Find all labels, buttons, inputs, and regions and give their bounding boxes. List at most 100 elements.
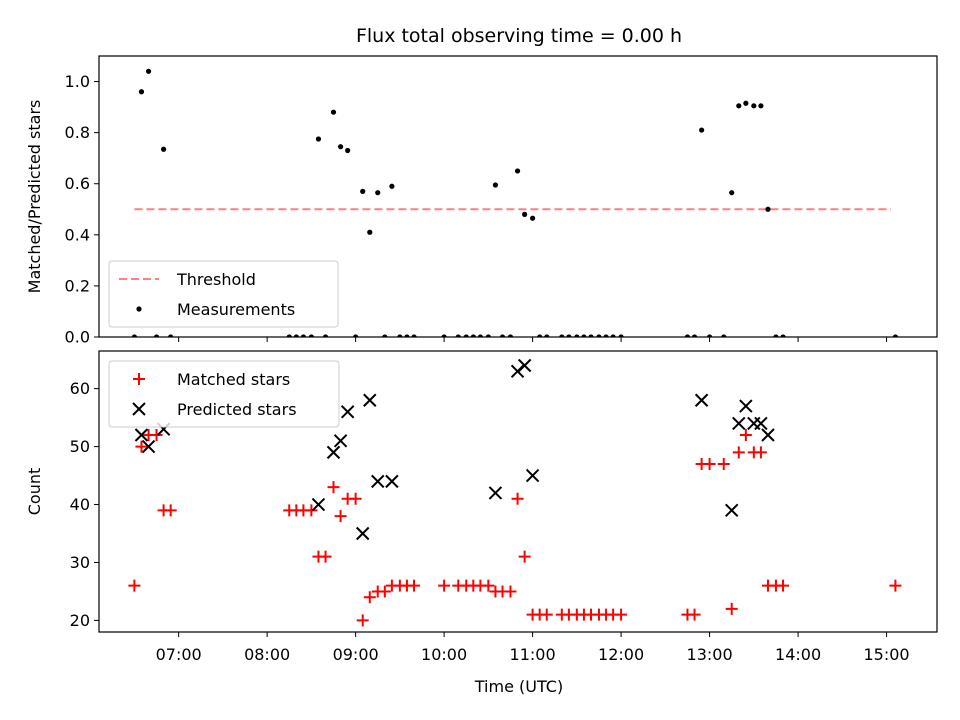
measurement-point xyxy=(751,103,757,109)
measurement-point xyxy=(773,334,779,337)
predicted-star-point xyxy=(525,468,540,483)
matched-star-point xyxy=(688,608,701,621)
measurement-point xyxy=(404,334,410,337)
y-tick-label: 40 xyxy=(70,495,90,514)
measurement-point xyxy=(160,146,167,152)
matched-star-point xyxy=(164,504,177,517)
matched-star-point xyxy=(703,457,716,470)
matched-star-point xyxy=(482,579,495,592)
measurement-point xyxy=(566,334,572,337)
matched-star-point xyxy=(739,429,752,442)
predicted-star-point xyxy=(326,445,341,460)
measurement-point xyxy=(367,229,373,235)
predicted-star-point xyxy=(739,399,753,413)
measurement-point xyxy=(138,89,145,95)
y-tick-label: 1.0 xyxy=(65,72,90,91)
measurement-point xyxy=(699,127,705,133)
matched-star-point xyxy=(334,510,347,523)
plot-area xyxy=(128,358,902,627)
measurement-point xyxy=(522,211,528,217)
predicted-star-point xyxy=(754,416,768,431)
measurement-point xyxy=(514,168,521,174)
x-tick-label: 08:00 xyxy=(244,645,290,664)
matched-star-point xyxy=(305,504,318,517)
measurement-point xyxy=(145,68,152,74)
matched-star-point xyxy=(327,481,340,494)
measurement-point xyxy=(537,334,543,337)
matched-star-point xyxy=(732,446,745,459)
measurement-point xyxy=(743,100,749,106)
legend-marker-swatch xyxy=(133,373,145,385)
axes-frame xyxy=(98,350,938,633)
measurement-point xyxy=(353,334,359,337)
measurement-point xyxy=(499,334,506,337)
matched-star-point xyxy=(408,579,421,592)
legend-box xyxy=(108,360,340,428)
matched-star-point xyxy=(349,492,362,505)
x-tick-label: 10:00 xyxy=(421,645,467,664)
predicted-star-point xyxy=(363,393,377,407)
legend: Threshold Measurements xyxy=(108,260,339,328)
y-axis-label: Matched/Predicted stars xyxy=(25,100,44,294)
measurement-point xyxy=(322,334,329,337)
measurement-point xyxy=(315,136,322,142)
y-tick-label: 0.8 xyxy=(65,123,90,142)
matched-star-point xyxy=(135,440,148,453)
matched-star-point xyxy=(717,457,730,470)
measurement-point xyxy=(337,144,344,150)
measurement-point xyxy=(293,334,299,337)
matched-star-point xyxy=(725,602,738,615)
measurement-point xyxy=(485,334,491,337)
matched-star-point xyxy=(150,429,163,442)
legend: Matched stars Predicted stars xyxy=(108,360,340,428)
measurement-point xyxy=(463,334,469,337)
measurement-point xyxy=(691,334,698,337)
measurement-point xyxy=(892,334,899,337)
measurement-point xyxy=(729,190,735,196)
measurement-point xyxy=(153,334,160,337)
measurement-point xyxy=(530,215,536,221)
y-axis-label: Count xyxy=(25,468,44,516)
top-panel: 0.0 0.2 0.4 0.6 0.8 1.0 Matched/Predicted star… xyxy=(25,55,938,347)
predicted-star-point xyxy=(488,486,503,500)
x-tick-label: 13:00 xyxy=(687,645,733,664)
legend-entry-label: Predicted stars xyxy=(177,400,297,419)
predicted-star-point xyxy=(724,503,739,518)
predicted-star-point xyxy=(694,393,709,407)
y-tick-label: 0.6 xyxy=(65,174,90,193)
measurement-point xyxy=(684,334,691,337)
legend-entry-label: Measurements xyxy=(177,300,295,319)
matched-star-point xyxy=(518,550,531,563)
y-tick-label: 0.2 xyxy=(65,276,90,295)
y-tick-label: 30 xyxy=(70,553,90,572)
matched-star-point xyxy=(615,608,628,621)
measurement-point xyxy=(758,103,764,109)
measurement-point xyxy=(706,334,713,337)
matched-star-point xyxy=(777,579,790,592)
matched-star-point xyxy=(504,585,517,598)
matched-star-point xyxy=(356,614,369,627)
matched-star-point xyxy=(511,492,524,505)
legend-marker-swatch xyxy=(132,402,146,416)
matched-star-point xyxy=(319,550,332,563)
measurement-point xyxy=(375,190,381,196)
x-tick-label: 15:00 xyxy=(864,645,910,664)
matched-star-point xyxy=(540,608,553,621)
measurement-point xyxy=(736,103,742,109)
measurement-point xyxy=(345,147,351,154)
y-tick-label: 0.0 xyxy=(65,328,90,347)
measurement-point xyxy=(581,334,587,337)
measurement-point xyxy=(765,206,771,212)
y-tick-label: 50 xyxy=(70,437,90,456)
measurement-point xyxy=(168,334,174,337)
measurement-point xyxy=(544,334,550,337)
measurement-point xyxy=(411,334,417,337)
measurement-point xyxy=(574,334,580,337)
bottom-panel: 20 30 40 50 60 07:00 08:00 09:00 10:00 11:00 12:00… xyxy=(25,350,938,664)
plot-area xyxy=(131,68,899,337)
x-axis-label: Time (UTC) xyxy=(474,677,563,696)
predicted-star-point xyxy=(385,474,399,489)
matched-star-point xyxy=(128,579,141,592)
measurement-point xyxy=(507,334,514,337)
